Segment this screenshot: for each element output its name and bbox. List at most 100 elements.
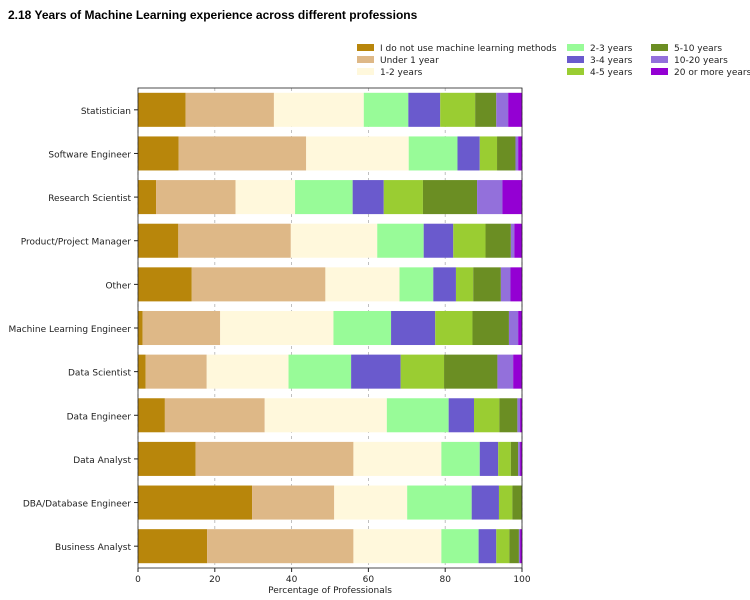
bar-segment — [138, 223, 179, 258]
bar-segment — [353, 441, 442, 476]
bar-segment — [497, 136, 516, 171]
bar-segment — [477, 180, 503, 215]
x-tick-label: 60 — [363, 575, 375, 585]
bar-segment — [290, 223, 378, 258]
bar-segment — [471, 485, 499, 520]
plot-frame — [137, 87, 523, 569]
bar-segment — [138, 441, 196, 476]
legend-label: Under 1 year — [380, 56, 439, 66]
bar-segment — [422, 180, 478, 215]
bar-segment — [497, 354, 514, 389]
bar-segment — [386, 398, 449, 433]
y-tick-label: Statistician — [81, 107, 131, 117]
bar-segment — [138, 485, 253, 520]
bar-segment — [517, 398, 521, 433]
bar-segment — [353, 529, 442, 564]
page-title: 2.18 Years of Machine Learning experienc… — [8, 8, 418, 22]
bar-segment — [363, 92, 409, 127]
x-tick-label: 20 — [209, 575, 221, 585]
bar-segment — [352, 180, 384, 215]
bar-segment — [423, 223, 454, 258]
bar-segment — [496, 529, 510, 564]
legend-swatch — [567, 44, 584, 51]
bar-segment — [514, 223, 522, 258]
bar-segment — [520, 529, 522, 564]
bar-segment — [435, 310, 473, 346]
bar-segment — [518, 441, 521, 476]
bar-segment — [351, 354, 401, 389]
bar-segment — [475, 92, 497, 127]
bar-segment — [195, 441, 354, 476]
bar-segment — [478, 529, 497, 564]
legend-label: 10-20 years — [674, 56, 728, 66]
bar-segment — [377, 223, 424, 258]
bar-segment — [485, 223, 511, 258]
bar-segment — [512, 485, 522, 520]
bar-segment — [510, 223, 515, 258]
bar-segment — [453, 223, 486, 258]
bar-segment — [513, 354, 522, 389]
bar-segment — [518, 310, 522, 346]
bar-segment — [391, 310, 436, 346]
bar-segment — [178, 136, 307, 171]
bar-segment — [325, 267, 400, 302]
y-tick-label: Research Scientist — [48, 194, 131, 204]
bar-segment — [142, 310, 221, 346]
bar-segment — [498, 485, 513, 520]
legend-swatch — [651, 44, 668, 51]
bar-segment — [264, 398, 387, 433]
y-tick-label: Machine Learning Engineer — [8, 325, 131, 335]
bar-segment — [138, 136, 179, 171]
bar-segment — [334, 485, 408, 520]
legend-label: 3-4 years — [590, 56, 633, 66]
bar-segment — [235, 180, 296, 215]
legend-label: 4-5 years — [590, 68, 633, 78]
x-tick-label: 80 — [439, 575, 451, 585]
bar-segment — [138, 529, 208, 564]
legend-swatch — [651, 56, 668, 63]
legend-label: 20 or more years — [674, 68, 750, 78]
bar-segment — [399, 267, 434, 302]
bar-segment — [178, 223, 291, 258]
bar-segment — [295, 180, 353, 215]
legend-label: 1-2 years — [380, 68, 423, 78]
bar-segment — [138, 267, 192, 302]
bar-segment — [496, 92, 509, 127]
bar-segment — [520, 398, 522, 433]
y-tick-label: Data Analyst — [73, 456, 131, 466]
bar-segment — [185, 92, 274, 127]
bar-segment — [444, 354, 498, 389]
bar-segment — [408, 92, 441, 127]
bar-segment — [138, 310, 143, 346]
bar-segment — [138, 180, 157, 215]
bar-segment — [518, 136, 522, 171]
bar-segment — [164, 398, 265, 433]
bar-segment — [252, 485, 335, 520]
bar-segment — [440, 92, 476, 127]
bar-segment — [457, 136, 480, 171]
bar-segment — [472, 310, 509, 346]
bar-segment — [508, 310, 519, 346]
legend-swatch — [567, 68, 584, 75]
bar-segment — [288, 354, 352, 389]
bar-segment — [138, 92, 186, 127]
x-axis-label: Percentage of Professionals — [268, 586, 392, 596]
bar-segment — [508, 92, 522, 127]
bar-segment — [333, 310, 392, 346]
x-tick-label: 0 — [135, 575, 141, 585]
y-tick-label: Data Engineer — [67, 412, 132, 422]
legend-swatch — [357, 56, 374, 63]
legend-swatch — [651, 68, 668, 75]
x-tick-label: 40 — [286, 575, 298, 585]
y-tick-label: Data Scientist — [68, 369, 131, 379]
y-tick-label: DBA/Database Engineer — [23, 500, 131, 510]
bar-segment — [515, 136, 519, 171]
bar-segment — [408, 136, 458, 171]
bar-segment — [509, 529, 519, 564]
bar-segment — [520, 441, 522, 476]
bar-segment — [191, 267, 326, 302]
bar-segment — [383, 180, 423, 215]
bar-segment — [306, 136, 409, 171]
legend-swatch — [357, 68, 374, 75]
